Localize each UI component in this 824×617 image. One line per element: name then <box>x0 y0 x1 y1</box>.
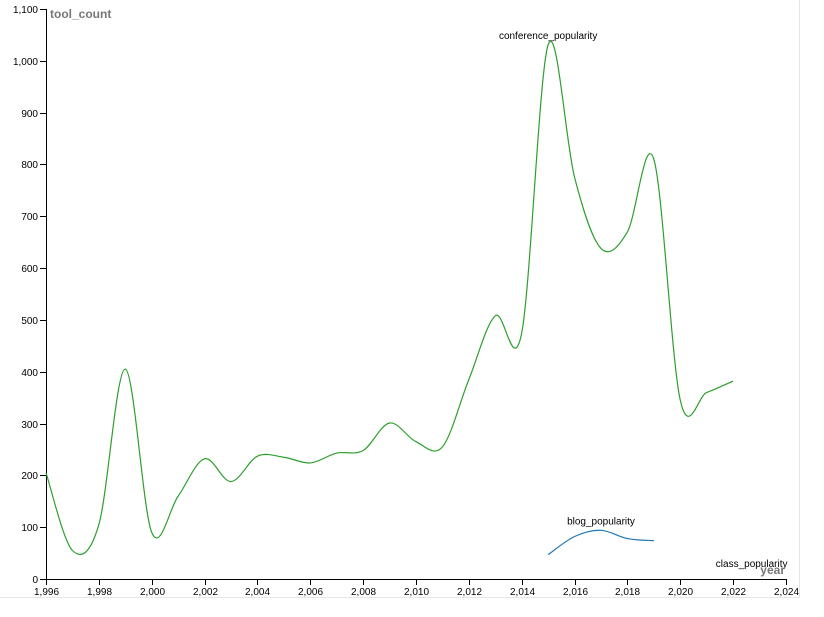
series-lines <box>45 40 734 556</box>
y-tick-label: 400 <box>21 368 38 379</box>
x-axis: 1,996 1,998 2,000 2,002 2,004 2,006 2,008 2,010… <box>34 579 799 598</box>
x-tick-label: 2,008 <box>351 587 376 598</box>
series-label-blog-popularity: blog_popularity <box>567 516 635 527</box>
x-tick-label: 2,024 <box>774 587 799 598</box>
x-tick-label: 2,020 <box>668 587 693 598</box>
y-axis-title: tool_count <box>50 7 111 21</box>
x-tick-label: 2,018 <box>615 587 640 598</box>
x-tick-label: 2,002 <box>193 587 218 598</box>
x-tick-label: 2,010 <box>404 587 429 598</box>
series-labels: conference_popularity blog_popularityclas… <box>499 31 788 570</box>
y-tick-label: 600 <box>21 264 38 275</box>
y-tick-label: 200 <box>21 471 38 482</box>
series-line-blog-popularity <box>547 529 654 556</box>
x-tick-label: 2,012 <box>457 587 482 598</box>
y-tick-label: 0 <box>32 575 38 586</box>
series-label-conference-popularity: conference_popularity <box>499 31 597 42</box>
x-axis-title: year <box>760 563 785 577</box>
y-tick-label: 900 <box>21 109 38 120</box>
series-label-class-popularity: class_popularity <box>716 559 788 570</box>
x-tick-label: 1,996 <box>34 587 59 598</box>
x-tick-label: 2,000 <box>140 587 165 598</box>
y-tick-label: 500 <box>21 316 38 327</box>
x-tick-label: 2,014 <box>510 587 535 598</box>
y-axis: 0 100 200 300 400 500 600 700 800 900 1,000 1,100 <box>13 5 47 586</box>
x-tick-label: 2,016 <box>563 587 588 598</box>
x-tick-label: 2,004 <box>245 587 270 598</box>
y-tick-label: 1,100 <box>13 5 38 16</box>
y-tick-label: 800 <box>21 160 38 171</box>
y-tick-label: 100 <box>21 523 38 534</box>
y-tick-label: 700 <box>21 212 38 223</box>
x-tick-label: 1,998 <box>87 587 112 598</box>
y-tick-label: 300 <box>21 420 38 431</box>
x-tick-label: 2,022 <box>721 587 746 598</box>
series-line-conference-popularity <box>45 40 734 555</box>
y-tick-label: 1,000 <box>13 57 38 68</box>
x-tick-label: 2,006 <box>298 587 323 598</box>
